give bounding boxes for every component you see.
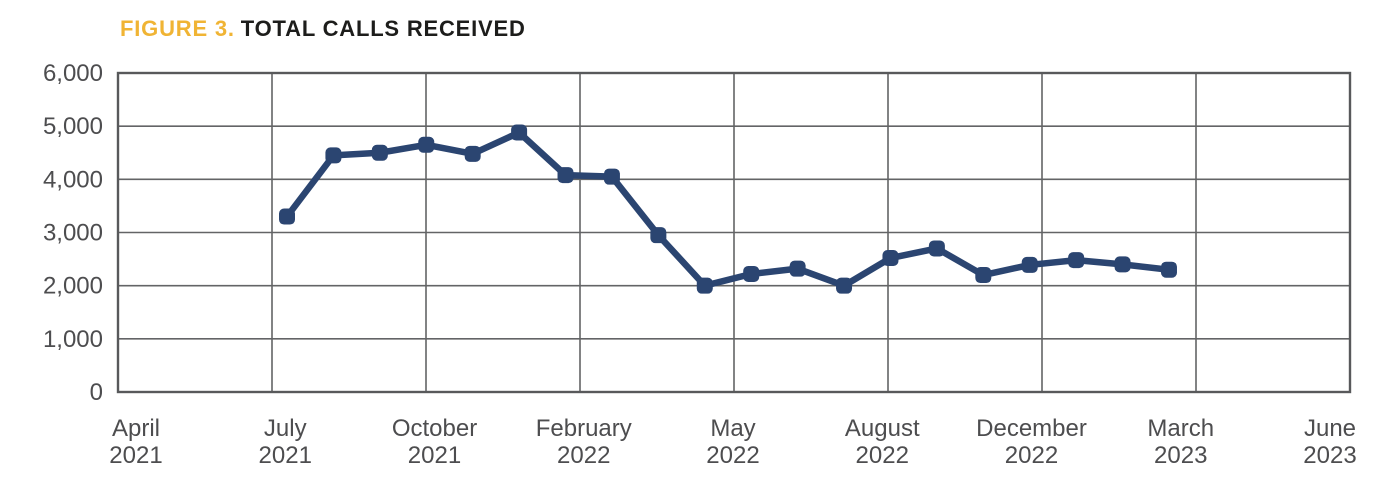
y-tick-label: 6,000 — [43, 60, 103, 87]
data-point-marker — [418, 136, 435, 153]
data-point-marker — [975, 267, 992, 284]
data-point-marker — [279, 208, 295, 225]
x-tick-label-year: 2022 — [706, 442, 759, 469]
x-tick-label-year: 2022 — [1005, 442, 1058, 469]
x-tick-label-year: 2023 — [1303, 442, 1356, 469]
y-tick-label: 3,000 — [43, 220, 103, 247]
y-tick-label: 0 — [90, 379, 103, 406]
x-tick-label-year: 2021 — [109, 442, 162, 469]
x-tick-label-month: October — [392, 415, 477, 442]
data-point-marker — [650, 227, 667, 244]
x-tick-label-year: 2022 — [856, 442, 909, 469]
data-point-marker — [882, 250, 899, 267]
data-point-marker — [557, 167, 574, 184]
data-point-marker — [511, 124, 528, 141]
x-tick-label-month: March — [1147, 415, 1214, 442]
plot-border — [116, 71, 1352, 394]
chart-title-text: TOTAL CALLS RECEIVED — [240, 16, 526, 41]
y-tick-label: 4,000 — [43, 166, 103, 193]
chart-title: FIGURE 3. TOTAL CALLS RECEIVED — [120, 16, 526, 42]
data-point-marker — [789, 260, 806, 277]
data-point-marker — [603, 168, 620, 185]
data-point-marker — [1114, 256, 1131, 273]
y-tick-label: 1,000 — [43, 326, 103, 353]
x-tick-label-year: 2021 — [259, 442, 312, 469]
x-tick-label-month: June — [1304, 415, 1356, 442]
y-tick-label: 5,000 — [43, 113, 103, 140]
x-tick-label-month: July — [264, 415, 307, 442]
figure-label: FIGURE 3. — [120, 16, 235, 41]
data-point-marker — [836, 277, 853, 294]
x-tick-label-year: 2022 — [557, 442, 610, 469]
data-point-marker — [1068, 252, 1085, 269]
y-tick-label: 2,000 — [43, 273, 103, 300]
x-tick-label-month: August — [845, 415, 920, 442]
x-tick-label-month: February — [536, 415, 632, 442]
x-tick-label-year: 2021 — [408, 442, 461, 469]
x-tick-label-month: May — [710, 415, 755, 442]
data-point-marker — [464, 145, 481, 162]
data-point-marker — [928, 240, 945, 257]
data-point-marker — [325, 147, 342, 164]
data-point-marker — [1021, 256, 1038, 273]
x-tick-label-year: 2023 — [1154, 442, 1207, 469]
x-tick-label-month: April — [112, 415, 160, 442]
data-point-marker — [696, 277, 713, 294]
data-point-marker — [371, 144, 388, 161]
data-point-marker — [743, 265, 760, 282]
x-tick-label-month: December — [976, 415, 1087, 442]
data-point-marker — [1160, 261, 1177, 278]
